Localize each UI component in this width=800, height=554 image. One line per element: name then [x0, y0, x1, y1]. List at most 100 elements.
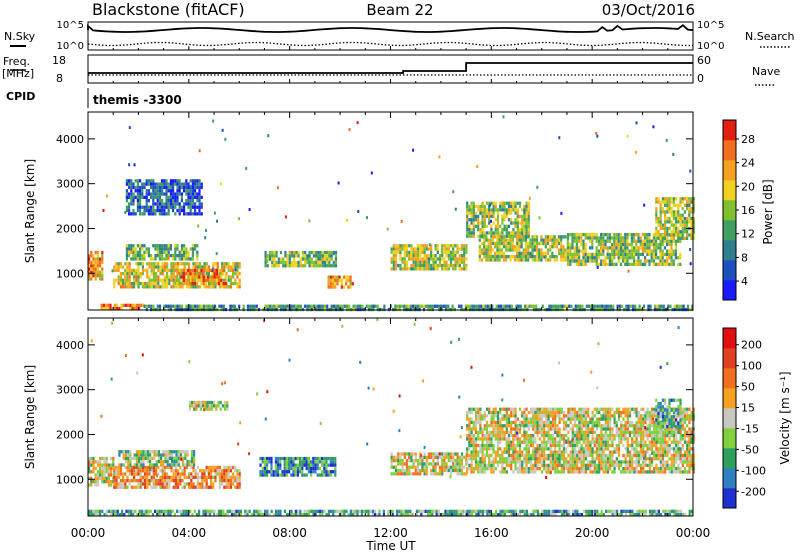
heatmap-cell	[525, 218, 528, 222]
heatmap-cell	[445, 452, 448, 456]
heatmap-cell	[209, 278, 212, 282]
heatmap-cell	[326, 257, 329, 261]
heatmap-cell	[624, 242, 627, 247]
heatmap-cell	[516, 218, 519, 222]
heatmap-cell	[92, 257, 95, 261]
heatmap-cell	[135, 303, 138, 307]
heatmap-cell	[452, 190, 455, 194]
heatmap-cell	[672, 210, 675, 214]
heatmap-cell	[253, 304, 256, 308]
heatmap-cell	[690, 223, 693, 227]
heatmap-cell	[307, 463, 310, 467]
heatmap-cell	[476, 165, 479, 168]
heatmap-cell	[129, 450, 132, 454]
heatmap-cell	[574, 304, 577, 308]
heatmap-cell	[303, 456, 306, 461]
heatmap-cell	[556, 463, 559, 467]
heatmap-cell	[127, 456, 130, 460]
heatmap-cell	[554, 450, 557, 454]
heatmap-cell	[509, 248, 512, 252]
heatmap-cell	[483, 248, 486, 252]
heatmap-cell	[529, 467, 533, 471]
heatmap-cell	[187, 182, 190, 186]
heatmap-cell	[633, 239, 636, 243]
heatmap-cell	[542, 238, 545, 242]
heatmap-cell	[268, 470, 271, 474]
heatmap-cell	[507, 450, 511, 454]
nsky-tick-bottom: 10^0	[57, 41, 84, 52]
heatmap-cell	[157, 456, 160, 460]
heatmap-cell	[580, 414, 583, 418]
heatmap-cell	[158, 192, 161, 196]
heatmap-cell	[292, 473, 295, 477]
heatmap-cell	[538, 424, 541, 428]
heatmap-cell	[261, 466, 264, 471]
heatmap-cell	[608, 246, 611, 250]
heatmap-cell	[669, 304, 672, 308]
heatmap-cell	[567, 262, 570, 266]
heatmap-cell	[474, 204, 478, 209]
heatmap-cell	[622, 239, 625, 243]
heatmap-cell	[334, 470, 337, 474]
heatmap-cell	[419, 452, 422, 456]
heatmap-cell	[670, 252, 673, 257]
heatmap-cell	[225, 469, 228, 473]
heatmap-cell	[223, 262, 226, 266]
heatmap-cell	[611, 262, 614, 266]
heatmap-cell	[187, 185, 190, 190]
heatmap-cell	[105, 470, 108, 474]
heatmap-cell	[547, 434, 550, 438]
heatmap-cell	[180, 185, 183, 190]
heatmap-cell	[596, 134, 599, 138]
heatmap-cell	[573, 463, 577, 467]
heatmap-cell	[178, 182, 181, 186]
heatmap-cell	[545, 430, 548, 434]
heatmap-cell	[584, 430, 588, 434]
heatmap-cell	[438, 155, 441, 159]
heatmap-cell	[218, 472, 221, 476]
heatmap-cell	[465, 250, 468, 254]
heatmap-cell	[507, 424, 511, 428]
heatmap-cell	[314, 463, 317, 467]
heatmap-cell	[569, 463, 572, 467]
heatmap-cell	[573, 414, 577, 418]
heatmap-cell	[122, 285, 125, 289]
heatmap-cell	[666, 200, 669, 204]
heatmap-cell	[189, 189, 192, 193]
heatmap-cell	[452, 263, 455, 268]
heatmap-cell	[581, 304, 584, 308]
heatmap-cell	[544, 255, 547, 259]
heatmap-cell	[443, 250, 446, 254]
heatmap-cell	[263, 463, 266, 467]
heatmap-cell	[483, 434, 486, 438]
heatmap-cell	[670, 223, 673, 227]
heatmap-cell	[666, 252, 669, 257]
heatmap-cell	[146, 475, 149, 479]
heatmap-cell	[192, 465, 195, 470]
heatmap-cell	[606, 246, 609, 250]
heatmap-cell	[470, 201, 473, 205]
heatmap-cell	[325, 456, 328, 461]
heatmap-cell	[142, 460, 145, 464]
heatmap-cell	[502, 251, 506, 255]
heatmap-cell	[323, 257, 327, 261]
heatmap-cell	[314, 460, 317, 464]
heatmap-cell	[283, 470, 286, 474]
heatmap-cell	[423, 263, 426, 268]
heatmap-cell	[157, 285, 160, 289]
heatmap-cell	[178, 282, 181, 286]
heatmap-cell	[147, 208, 150, 213]
heatmap-cell	[139, 472, 142, 476]
heatmap-cell	[99, 476, 102, 480]
heatmap-cell	[554, 420, 557, 425]
heatmap-cell	[576, 430, 579, 434]
heatmap-cell	[215, 268, 218, 273]
heatmap-cell	[555, 245, 558, 249]
heatmap-cell	[156, 205, 159, 209]
heatmap-cell	[553, 255, 556, 259]
heatmap-cell	[606, 239, 609, 243]
heatmap-cell	[633, 246, 636, 250]
heatmap-cell	[345, 282, 348, 286]
heatmap-cell	[110, 466, 113, 471]
heatmap-cell	[520, 251, 523, 255]
